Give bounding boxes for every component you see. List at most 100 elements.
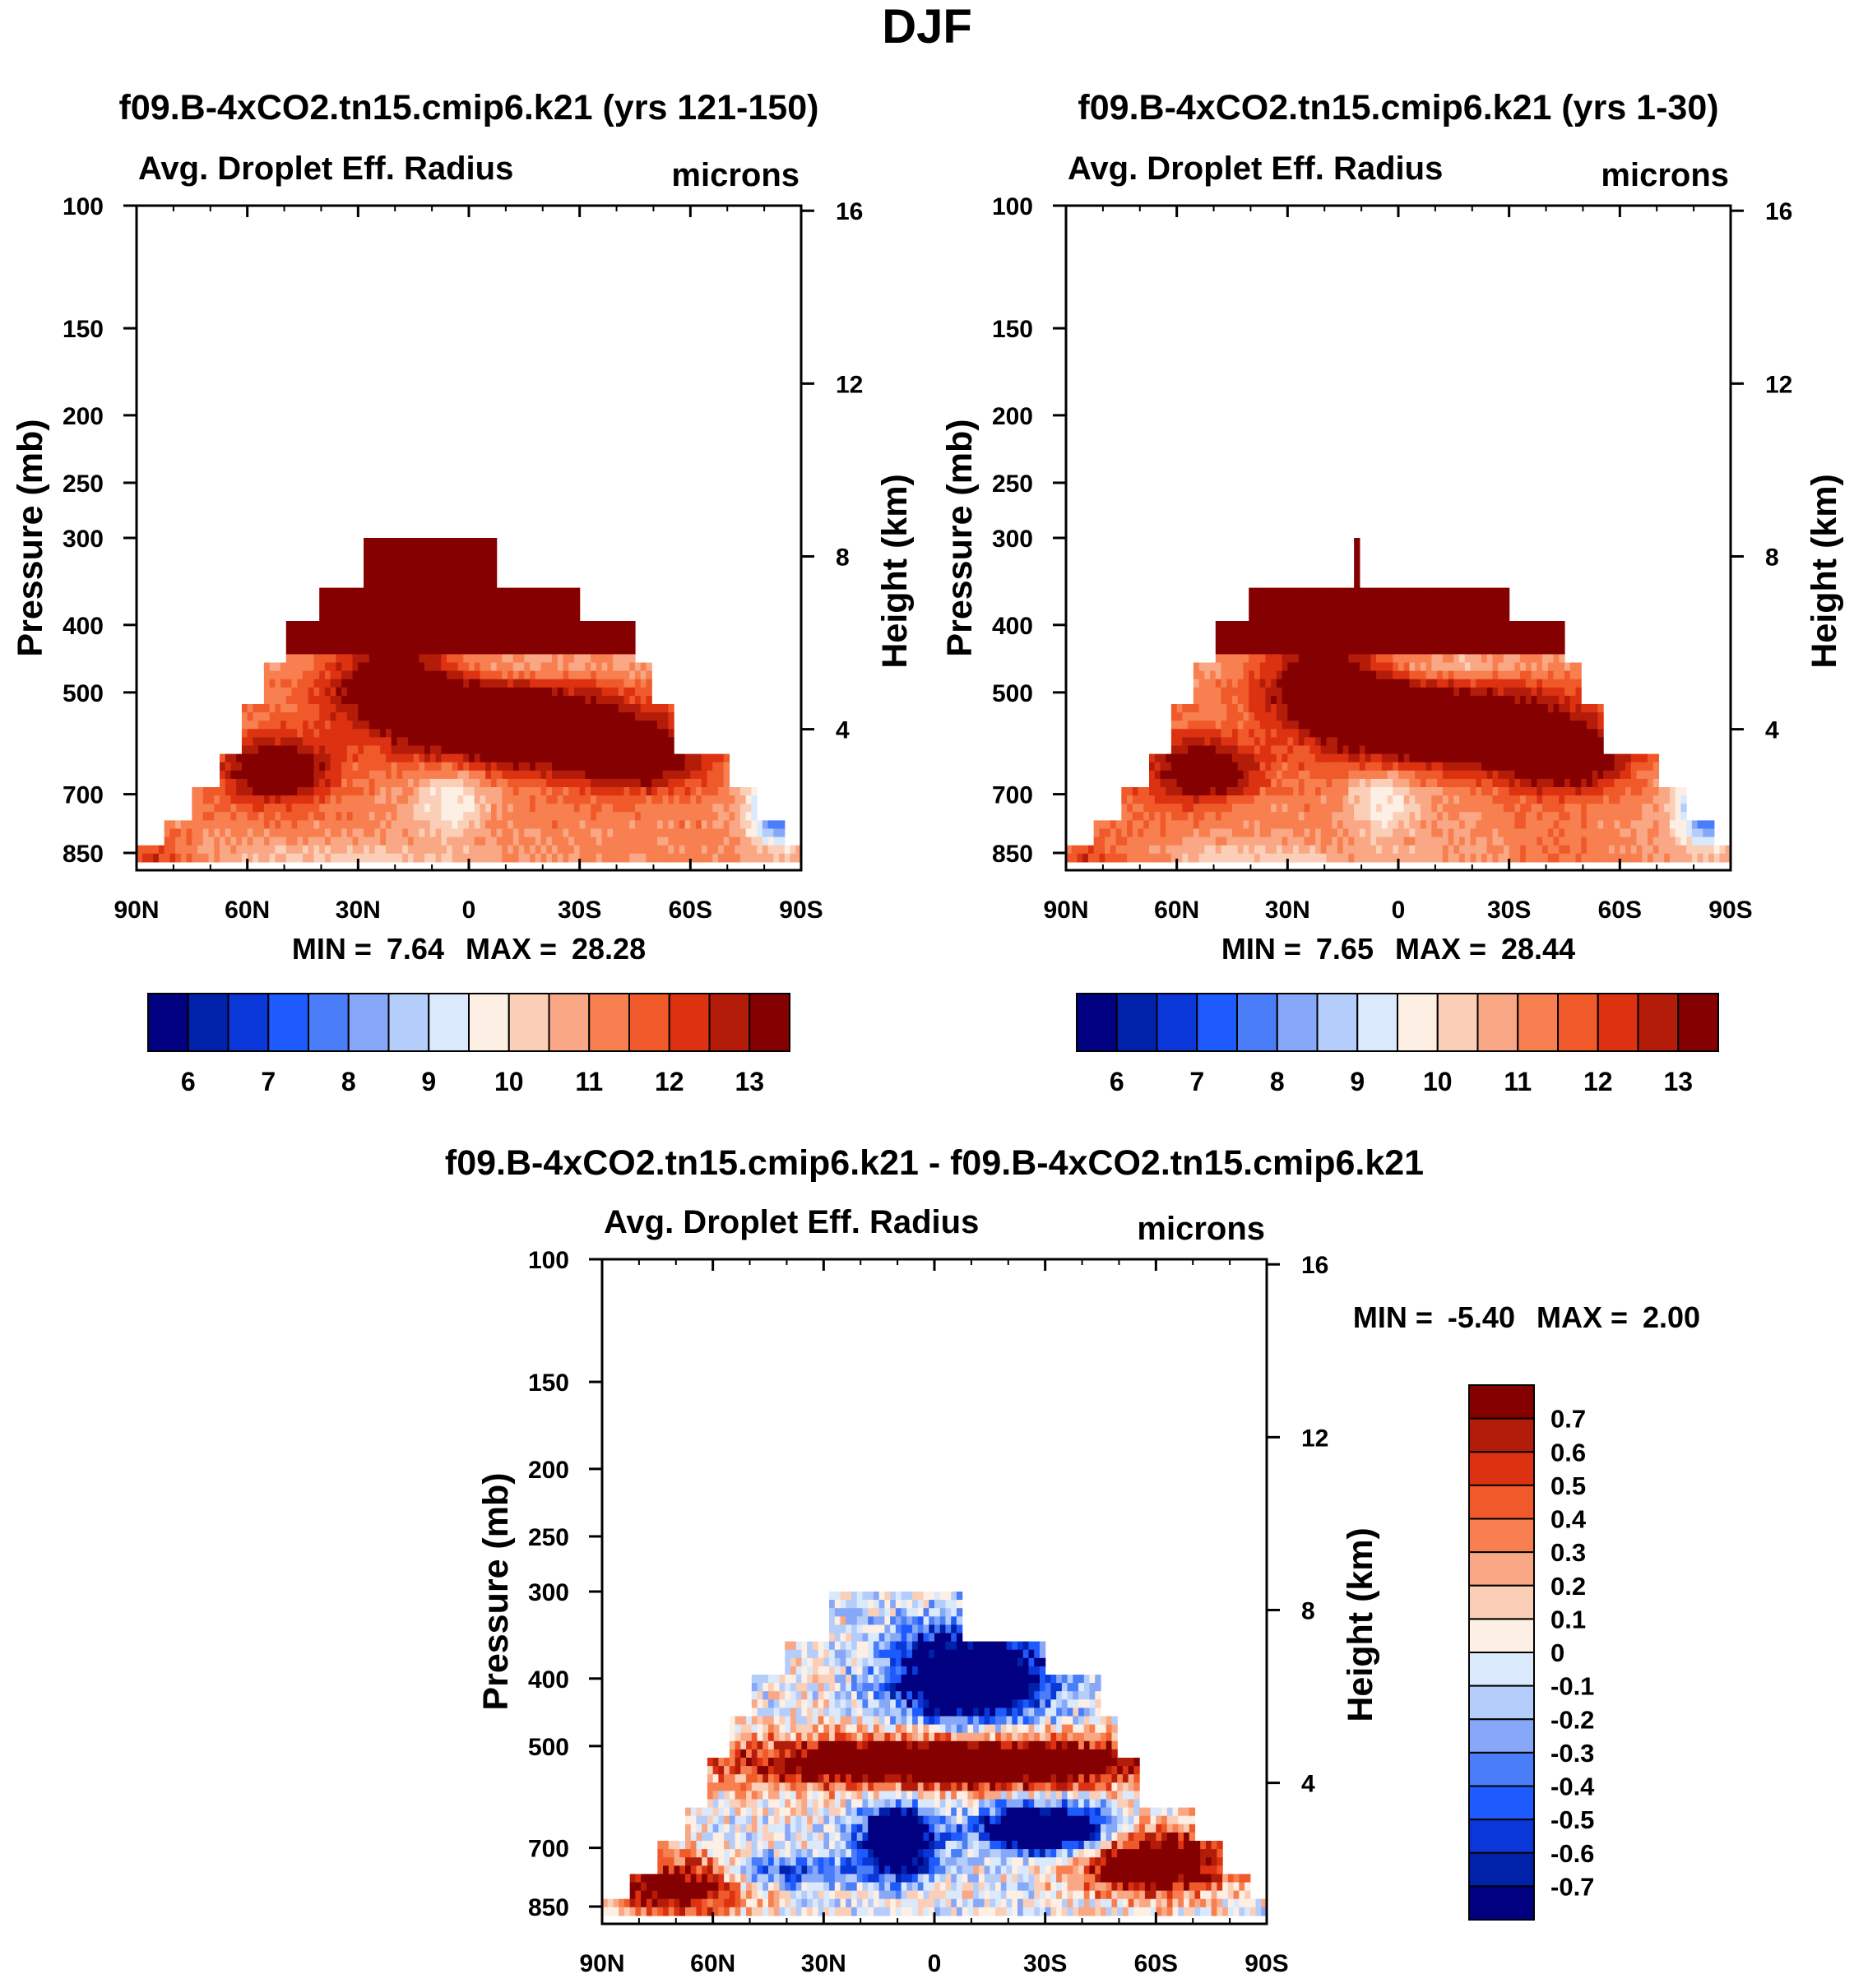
contour-cell [635, 795, 642, 804]
contour-cell [739, 787, 747, 796]
contour-cell [1498, 753, 1504, 763]
contour-cell [368, 836, 376, 846]
contour-cell [429, 587, 437, 597]
contour-cell [413, 762, 419, 772]
contour-cell [1420, 753, 1427, 763]
contour-cell [1381, 812, 1388, 821]
contour-cell [402, 563, 409, 572]
contour-cell [1348, 679, 1355, 688]
contour-cell [1437, 828, 1444, 838]
contour-cell [1492, 820, 1499, 830]
contour-cell [374, 853, 381, 863]
contour-cell [1276, 812, 1283, 821]
contour-cell [618, 662, 625, 672]
contour-cell [718, 778, 725, 788]
contour-cell [241, 778, 248, 788]
contour-cell [1121, 795, 1128, 804]
contour-cell [1459, 853, 1466, 863]
contour-cell [1437, 762, 1444, 772]
y-tick-label: 150 [63, 316, 104, 343]
contour-cell [368, 770, 376, 780]
contour-cell [508, 595, 514, 605]
contour-cell [540, 670, 547, 680]
contour-cell [275, 770, 281, 780]
contour-cell [429, 770, 437, 780]
contour-cell [1287, 687, 1294, 697]
contour-cell [1476, 704, 1482, 713]
contour-cell [623, 745, 630, 755]
contour-cell [1287, 646, 1294, 655]
contour-cell [380, 745, 387, 755]
contour-cell [1365, 745, 1371, 755]
contour-cell [1265, 828, 1272, 838]
contour-cell [591, 778, 597, 788]
contour-cell [1309, 795, 1316, 804]
contour-cell [1453, 637, 1460, 646]
contour-cell [662, 721, 669, 730]
contour-cell [1237, 646, 1244, 655]
contour-cell [1464, 687, 1472, 697]
contour-cell [1170, 787, 1178, 796]
contour-cell [441, 571, 447, 581]
contour-cell [485, 687, 492, 697]
contour-cell [1326, 662, 1333, 672]
contour-cell [623, 795, 630, 804]
contour-cell [1470, 753, 1476, 763]
contour-cell [1409, 737, 1416, 747]
contour-cell [1381, 712, 1388, 721]
contour-cell [1332, 737, 1338, 747]
contour-cell [474, 804, 481, 813]
contour-cell [424, 778, 431, 788]
contour-cell [1166, 753, 1172, 763]
contour-cell [374, 662, 381, 672]
contour-cell [346, 762, 354, 772]
contour-cell [1387, 679, 1393, 688]
contour-cell [1254, 795, 1261, 804]
contour-cell [591, 687, 597, 697]
contour-cell [1309, 662, 1316, 672]
contour-cell [396, 646, 403, 655]
contour-cell [1326, 787, 1333, 796]
contour-cell [524, 745, 531, 755]
contour-cell [1265, 654, 1272, 664]
contour-cell [1437, 704, 1444, 713]
contour-cell [1287, 787, 1294, 796]
y-axis-title: Pressure (mb) [11, 419, 50, 656]
contour-cell [1293, 762, 1300, 772]
contour-cell [1409, 845, 1416, 855]
contour-cell [629, 845, 636, 855]
contour-cell [1403, 587, 1411, 597]
contour-cell [1415, 621, 1421, 630]
contour-cell [508, 820, 514, 830]
contour-cell [623, 845, 630, 855]
contour-cell [419, 604, 425, 614]
contour-cell [745, 795, 752, 804]
contour-cell [346, 836, 354, 846]
contour-cell [1359, 820, 1366, 830]
contour-cell [1420, 737, 1427, 747]
contour-cell [540, 729, 547, 738]
contour-cell [368, 604, 376, 614]
panel-yrs1: f09.B-4xCO2.tn15.cmip6.k21 (yrs 1-30)Avg… [940, 88, 1844, 1096]
contour-cell [1381, 670, 1388, 680]
contour-cell [579, 629, 586, 638]
contour-cell [1215, 737, 1222, 747]
contour-cell [291, 795, 298, 804]
contour-cell [552, 629, 559, 638]
contour-cell [490, 546, 498, 555]
contour-cell [579, 845, 586, 855]
contour-cell [1370, 853, 1377, 863]
contour-cell [419, 712, 425, 721]
contour-cell [419, 654, 425, 664]
contour-cell [1431, 804, 1438, 813]
contour-cell [585, 737, 591, 747]
contour-cell [480, 712, 486, 721]
contour-cell [485, 704, 492, 713]
contour-cell [596, 812, 603, 821]
contour-cell [1304, 812, 1310, 821]
contour-cell [324, 853, 331, 863]
contour-cell [485, 546, 492, 555]
contour-cell [1226, 853, 1233, 863]
contour-cell [1342, 687, 1349, 697]
contour-cell [419, 836, 425, 846]
